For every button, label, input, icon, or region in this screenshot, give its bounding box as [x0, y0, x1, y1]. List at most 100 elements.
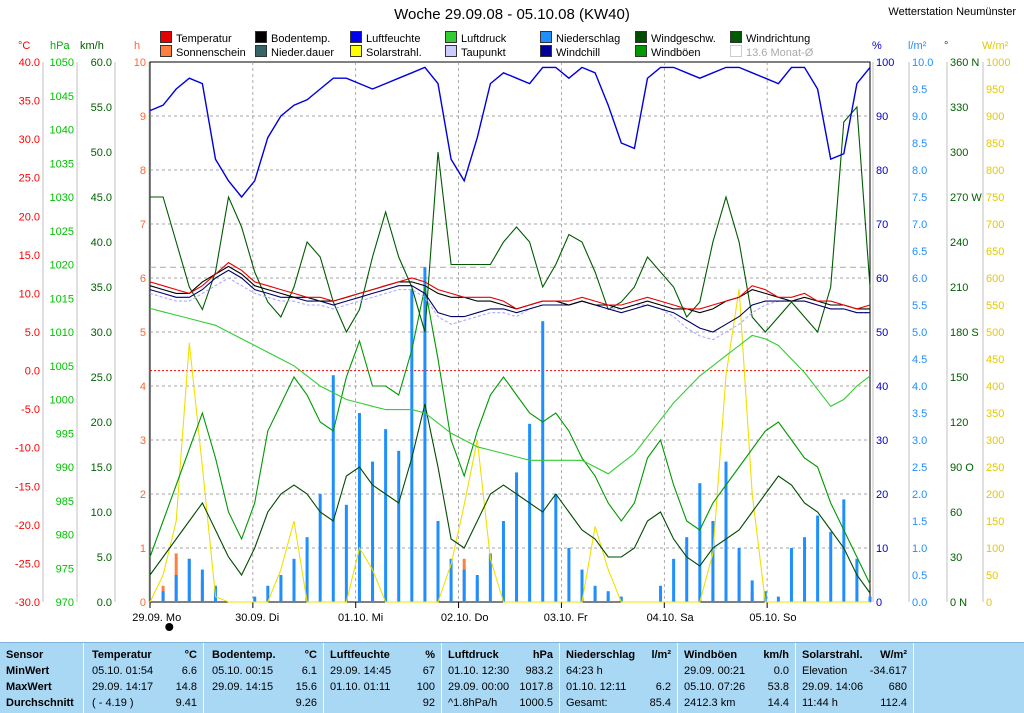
axis-tick-solar: 450	[986, 354, 1004, 366]
legend-item-luftdruck[interactable]: Luftdruck	[445, 31, 506, 45]
legend-item-windchill[interactable]: Windchill	[540, 45, 600, 59]
axis-tick-press: 1030	[50, 192, 74, 204]
station-name: Wetterstation Neumünster	[888, 6, 1016, 18]
bar-niederschlag	[567, 548, 571, 602]
bar-niederschlag	[384, 429, 388, 602]
axis-tick-press: 995	[56, 428, 74, 440]
legend-item-taupunkt[interactable]: Taupunkt	[445, 45, 506, 59]
legend-item-windgeschw[interactable]: Windgeschw.	[635, 31, 716, 45]
axis-tick-rain: 7.5	[912, 192, 927, 204]
stats-col-sensor: Sensor MinWert MaxWert Durchschnitt	[0, 643, 84, 713]
bar-niederschlag	[829, 531, 833, 602]
axis-tick-wind: 50.0	[91, 147, 112, 159]
stats-col-solarstrahl: Solarstrahl. W/m² Elevation -34.617 29.09.…	[796, 643, 914, 713]
rain-axis-unit: l/m²	[908, 40, 927, 52]
axis-tick-solar: 500	[986, 327, 1004, 339]
axis-tick-rain: 4.5	[912, 354, 927, 366]
axis-tick-solar: 600	[986, 273, 1004, 285]
axis-tick-humid: 20	[876, 489, 888, 501]
axis-tick-humid: 30	[876, 435, 888, 447]
legend-item-niederschlag[interactable]: Niederschlag	[540, 31, 620, 45]
axis-tick-dir: 330	[950, 102, 968, 114]
line-bodentemp	[149, 265, 870, 314]
axis-tick-solar: 0	[986, 597, 992, 609]
axis-tick-humid: 100	[876, 57, 894, 69]
bar-niederschlag	[266, 585, 270, 602]
axis-tick-hours: 0	[140, 597, 146, 609]
bar-niederschlag	[737, 548, 741, 602]
axis-tick-hours: 6	[140, 273, 146, 285]
axis-tick-temp: 15.0	[19, 250, 40, 262]
axis-tick-humid: 50	[876, 327, 888, 339]
bar-niederschlag	[161, 591, 165, 602]
axis-tick-wind: 45.0	[91, 192, 112, 204]
axis-tick-humid: 90	[876, 111, 888, 123]
axis-tick-hours: 4	[140, 381, 146, 393]
axis-tick-temp: 5.0	[25, 327, 40, 339]
axis-tick-solar: 750	[986, 192, 1004, 204]
axis-tick-humid: 40	[876, 381, 888, 393]
axis-tick-rain: 9.0	[912, 111, 927, 123]
axis-tick-temp: 35.0	[19, 96, 40, 108]
axis-tick-dir: 210	[950, 282, 968, 294]
bar-niederschlag	[554, 494, 558, 602]
line-solarstrahl	[149, 288, 870, 603]
axis-tick-solar: 350	[986, 408, 1004, 420]
legend-item-luftfeuchte[interactable]: Luftfeuchte	[350, 31, 420, 45]
axis-tick-rain: 10.0	[912, 57, 933, 69]
legend-item-sonnenschein[interactable]: Sonnenschein	[160, 45, 246, 59]
bar-niederschlag	[776, 596, 780, 602]
axis-tick-temp: -5.0	[21, 404, 40, 416]
weather-chart: 29.09. Mo 30.09. Di 01.10. Mi 02.10. Do 03.1…	[15, 57, 1010, 631]
stats-col-windboeen: Windböen km/h 29.09. 00:21 0.0 05.10. 07:2…	[678, 643, 796, 713]
bar-niederschlag	[672, 558, 676, 602]
axis-tick-hours: 1	[140, 543, 146, 555]
axis-tick-press: 970	[56, 597, 74, 609]
axis-tick-rain: 1.0	[912, 543, 927, 555]
bar-niederschlag	[593, 585, 597, 602]
axis-tick-press: 1035	[50, 158, 74, 170]
bar-niederschlag	[711, 521, 715, 602]
axis-tick-temp: 40.0	[19, 57, 40, 69]
bar-niederschlag	[685, 537, 689, 602]
axis-tick-dir: 60	[950, 507, 962, 519]
legend-item-windrichtung[interactable]: Windrichtung	[730, 31, 810, 45]
legend-item-bodentemp[interactable]: Bodentemp.	[255, 31, 330, 45]
axis-tick-rain: 8.5	[912, 138, 927, 150]
axis-tick-solar: 700	[986, 219, 1004, 231]
axis-tick-hours: 5	[140, 327, 146, 339]
bar-niederschlag	[371, 461, 375, 602]
dir-axis-unit: °	[944, 40, 949, 52]
current-time-marker	[165, 623, 174, 631]
axis-tick-hours: 9	[140, 111, 146, 123]
legend-item-windboeen[interactable]: Windböen	[635, 45, 701, 59]
bar-niederschlag	[462, 569, 466, 602]
axis-tick-solar: 550	[986, 300, 1004, 312]
axis-tick-wind: 30.0	[91, 327, 112, 339]
axis-tick-rain: 4.0	[912, 381, 927, 393]
hours-axis-unit: h	[134, 40, 141, 52]
axis-tick-hours: 2	[140, 489, 146, 501]
legend-item-monat-avg[interactable]: 13.6 Monat-Ø	[730, 45, 813, 59]
legend-item-niederdauer[interactable]: Nieder.dauer	[255, 45, 334, 59]
bar-niederschlag	[855, 558, 859, 602]
axis-tick-solar: 50	[986, 570, 998, 582]
bar-niederschlag	[187, 558, 191, 602]
day-label: 30.09. Di	[235, 612, 279, 624]
legend-item-solarstrahl[interactable]: Solarstrahl.	[350, 45, 422, 59]
legend-item-temperatur[interactable]: Temperatur	[160, 31, 232, 45]
bar-niederschlag	[868, 596, 872, 602]
axis-tick-hours: 3	[140, 435, 146, 447]
axis-tick-wind: 40.0	[91, 237, 112, 249]
axis-tick-hours: 7	[140, 219, 146, 231]
chart-title: Woche 29.09.08 - 05.10.08 (KW40)	[394, 6, 630, 23]
axis-tick-press: 1045	[50, 91, 74, 103]
axis-tick-temp: 30.0	[19, 134, 40, 146]
axis-tick-wind: 5.0	[97, 552, 112, 564]
axis-tick-solar: 1000	[986, 57, 1010, 69]
bar-niederschlag	[580, 569, 584, 602]
axis-tick-solar: 100	[986, 543, 1004, 555]
axis-tick-temp: -10.0	[15, 443, 40, 455]
line-windgeschw	[149, 403, 871, 594]
press-axis-unit: hPa	[50, 40, 70, 52]
